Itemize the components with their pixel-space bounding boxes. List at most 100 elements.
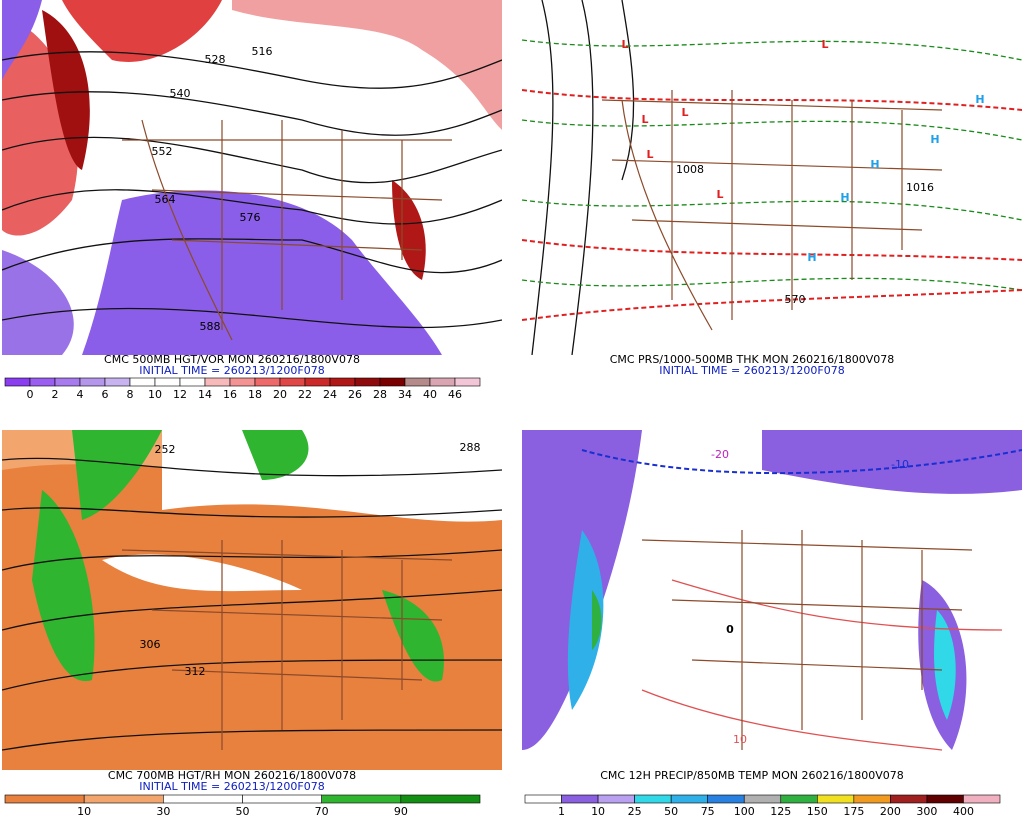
map-label: 576 <box>240 211 261 224</box>
map-label: L <box>716 188 723 201</box>
map-label: H <box>840 191 849 204</box>
colorbar-label: 300 <box>916 805 937 818</box>
caption: CMC 12H PRECIP/850MB TEMP MON 260216/180… <box>600 769 904 782</box>
colorbar-swatch <box>817 794 855 804</box>
colorbar-label: 90 <box>394 805 408 818</box>
caption: CMC PRS/1000-500MB THK MON 260216/1800V0… <box>610 353 895 366</box>
colorbar-swatch <box>83 794 164 804</box>
colorbar-label: 46 <box>448 388 462 401</box>
colorbar-swatch <box>743 794 782 804</box>
colorbar-swatch <box>670 794 708 804</box>
map-label: L <box>821 38 828 51</box>
colorbar-swatch <box>79 377 106 387</box>
colorbar-swatch <box>379 377 406 387</box>
map-label: -10 <box>891 458 909 471</box>
colorbar-label: 10 <box>77 805 91 818</box>
colorbar-label: 10 <box>148 388 162 401</box>
map-label: 1008 <box>676 163 704 176</box>
map-label: 312 <box>185 665 206 678</box>
map-label: 252 <box>155 443 176 456</box>
map-label: 288 <box>460 441 481 454</box>
colorbar-label: 0 <box>27 388 34 401</box>
colorbar-label: 50 <box>236 805 250 818</box>
colorbar-label: 6 <box>102 388 109 401</box>
colorbar-swatch <box>54 377 81 387</box>
colorbar-swatch <box>429 377 456 387</box>
colorbar-label: 100 <box>734 805 755 818</box>
colorbar-swatch <box>404 377 431 387</box>
colorbar-label: 200 <box>880 805 901 818</box>
map-label: 588 <box>200 320 221 333</box>
colorbar-swatch <box>321 794 402 804</box>
colorbar-label: 40 <box>423 388 437 401</box>
map-vorticity <box>2 0 502 355</box>
colorbar-swatch <box>354 377 381 387</box>
colorbar-swatch <box>279 377 306 387</box>
colorbar-label: 125 <box>770 805 791 818</box>
colorbar-label: 34 <box>398 388 412 401</box>
colorbar-label: 400 <box>953 805 974 818</box>
colorbar-label: 24 <box>323 388 337 401</box>
colorbar-label: 16 <box>223 388 237 401</box>
colorbar-swatch <box>29 377 56 387</box>
caption: CMC 500MB HGT/VOR MON 260216/1800V078 <box>104 353 360 366</box>
map-label: -20 <box>711 448 729 461</box>
map-label: 570 <box>785 293 806 306</box>
colorbar-label: 50 <box>664 805 678 818</box>
colorbar-swatch <box>454 377 481 387</box>
colorbar-swatch <box>634 794 672 804</box>
colorbar-swatch <box>780 794 818 804</box>
colorbar-label: 25 <box>628 805 642 818</box>
colorbar-swatch <box>329 377 356 387</box>
colorbar-label: 20 <box>273 388 287 401</box>
colorbar-label: 22 <box>298 388 312 401</box>
map-label: L <box>641 113 648 126</box>
colorbar-swatch <box>890 794 928 804</box>
colorbar-label: 8 <box>127 388 134 401</box>
colorbar-swatch <box>229 377 256 387</box>
colorbar-swatch <box>963 794 1001 804</box>
colorbar-swatch <box>179 377 206 387</box>
colorbar-swatch <box>4 794 85 804</box>
map-label: 1016 <box>906 181 934 194</box>
map-label: 564 <box>155 193 176 206</box>
map-label: H <box>807 251 816 264</box>
map-label: 516 <box>252 45 273 58</box>
colorbar-swatch <box>154 377 181 387</box>
map-label: H <box>975 93 984 106</box>
colorbar-swatch <box>926 794 964 804</box>
map-label: L <box>621 38 628 51</box>
colorbar-swatch <box>304 377 331 387</box>
captions: CMC 500MB HGT/VOR MON 260216/1800V078 INI… <box>4 353 1001 818</box>
map-pressure <box>522 0 1022 355</box>
caption: CMC 700MB HGT/RH MON 260216/1800V078 <box>108 769 356 782</box>
colorbar-swatch <box>163 794 243 804</box>
colorbar-label: 18 <box>248 388 262 401</box>
colorbar-swatch <box>242 794 322 804</box>
colorbar-label: 1 <box>558 805 565 818</box>
colorbar-label: 26 <box>348 388 362 401</box>
colorbar-swatch <box>204 377 231 387</box>
map-label: L <box>646 148 653 161</box>
map-label: 540 <box>170 87 191 100</box>
map-label: 0 <box>726 623 734 636</box>
map-label: H <box>930 133 939 146</box>
colorbar-swatch <box>254 377 281 387</box>
colorbar-label: 30 <box>156 805 170 818</box>
initial-time: INITIAL TIME = 260213/1200F078 <box>659 364 844 377</box>
colorbar-label: 12 <box>173 388 187 401</box>
colorbar-swatch <box>561 794 599 804</box>
initial-time: INITIAL TIME = 260213/1200F078 <box>139 780 324 793</box>
map-label: L <box>681 106 688 119</box>
map-humidity <box>2 430 502 770</box>
colorbar-swatch <box>597 794 635 804</box>
colorbar-swatch <box>400 794 481 804</box>
colorbar-label: 150 <box>807 805 828 818</box>
colorbar-swatch <box>129 377 156 387</box>
colorbar-swatch <box>524 794 562 804</box>
map-label: H <box>870 158 879 171</box>
colorbar-swatch <box>853 794 891 804</box>
colorbar-swatch <box>4 377 31 387</box>
